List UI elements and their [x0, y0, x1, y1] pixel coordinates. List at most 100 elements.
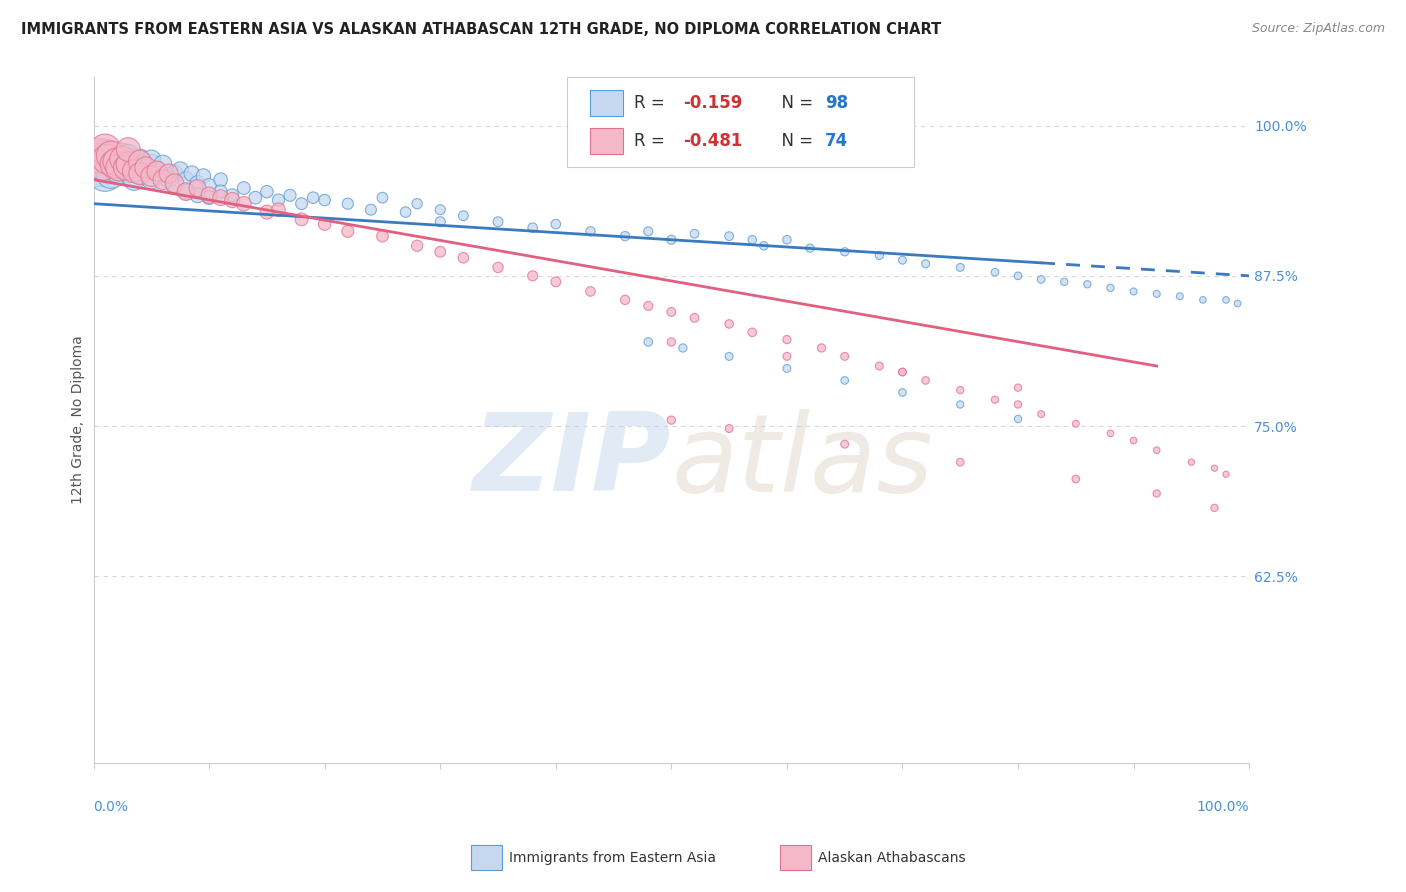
Point	[108, 164, 131, 178]
Point	[117, 143, 139, 157]
Point	[174, 185, 197, 199]
Text: Source: ZipAtlas.com: Source: ZipAtlas.com	[1251, 22, 1385, 36]
Point	[245, 191, 267, 205]
Point	[659, 413, 682, 427]
Point	[810, 341, 832, 355]
Point	[111, 152, 134, 166]
Point	[105, 148, 128, 162]
Point	[949, 397, 972, 411]
Point	[914, 257, 936, 271]
Point	[117, 164, 139, 178]
Point	[1007, 397, 1029, 411]
Point	[135, 163, 157, 178]
Point	[1007, 381, 1029, 395]
Text: Alaskan Athabascans: Alaskan Athabascans	[818, 851, 966, 865]
Point	[949, 455, 972, 469]
Text: 74: 74	[825, 132, 848, 150]
Point	[105, 154, 128, 169]
Point	[1226, 296, 1249, 310]
Point	[100, 154, 122, 169]
Point	[135, 161, 157, 175]
Point	[1031, 272, 1053, 286]
Point	[117, 157, 139, 171]
Point	[198, 191, 221, 205]
Point	[776, 361, 799, 376]
Point	[115, 154, 138, 169]
Point	[198, 178, 221, 193]
Point	[115, 161, 138, 175]
Point	[429, 244, 451, 259]
Point	[1122, 285, 1144, 299]
Point	[614, 229, 637, 244]
Point	[336, 196, 359, 211]
Point	[1031, 407, 1053, 421]
Point	[90, 154, 112, 169]
Point	[174, 172, 197, 186]
Point	[209, 172, 232, 186]
Point	[94, 148, 117, 162]
Point	[157, 167, 180, 181]
Point	[776, 350, 799, 364]
Point	[672, 341, 695, 355]
Point	[122, 172, 145, 186]
Point	[94, 167, 117, 181]
Point	[128, 167, 150, 181]
Point	[406, 239, 429, 253]
Point	[256, 205, 278, 219]
Point	[614, 293, 637, 307]
Point	[128, 152, 150, 166]
Point	[174, 185, 197, 199]
Point	[105, 161, 128, 175]
Point	[1168, 289, 1191, 303]
Point	[949, 260, 972, 275]
Point	[108, 161, 131, 175]
Point	[659, 334, 682, 349]
FancyBboxPatch shape	[591, 128, 623, 154]
Point	[256, 185, 278, 199]
Point	[718, 229, 741, 244]
Point	[1122, 434, 1144, 448]
Point	[579, 224, 602, 238]
Point	[336, 224, 359, 238]
Point	[834, 437, 856, 451]
Point	[128, 157, 150, 171]
Text: 0.0%: 0.0%	[94, 800, 128, 814]
Point	[1064, 472, 1087, 486]
Point	[1146, 486, 1168, 500]
Point	[314, 193, 336, 207]
Point	[94, 143, 117, 157]
Point	[198, 188, 221, 202]
Point	[1007, 412, 1029, 426]
Point	[1053, 275, 1076, 289]
Point	[128, 167, 150, 181]
Point	[117, 157, 139, 171]
Point	[834, 350, 856, 364]
Point	[141, 172, 163, 186]
Point	[314, 217, 336, 231]
Point	[891, 365, 914, 379]
Point	[209, 191, 232, 205]
Text: IMMIGRANTS FROM EASTERN ASIA VS ALASKAN ATHABASCAN 12TH GRADE, NO DIPLOMA CORREL: IMMIGRANTS FROM EASTERN ASIA VS ALASKAN …	[21, 22, 942, 37]
Point	[522, 268, 544, 283]
Point	[278, 188, 301, 202]
Point	[1076, 277, 1098, 292]
Point	[486, 260, 509, 275]
Point	[1204, 500, 1226, 515]
Point	[453, 209, 475, 223]
Point	[221, 193, 243, 207]
Point	[290, 196, 312, 211]
Point	[659, 233, 682, 247]
Point	[984, 392, 1007, 407]
Point	[111, 148, 134, 162]
Point	[834, 244, 856, 259]
Point	[122, 161, 145, 175]
Point	[187, 181, 209, 195]
Point	[163, 167, 186, 181]
Point	[187, 176, 209, 190]
Point	[1099, 281, 1122, 295]
Point	[544, 217, 567, 231]
Point	[96, 161, 118, 175]
Point	[117, 148, 139, 162]
Point	[406, 196, 429, 211]
Point	[163, 176, 186, 190]
